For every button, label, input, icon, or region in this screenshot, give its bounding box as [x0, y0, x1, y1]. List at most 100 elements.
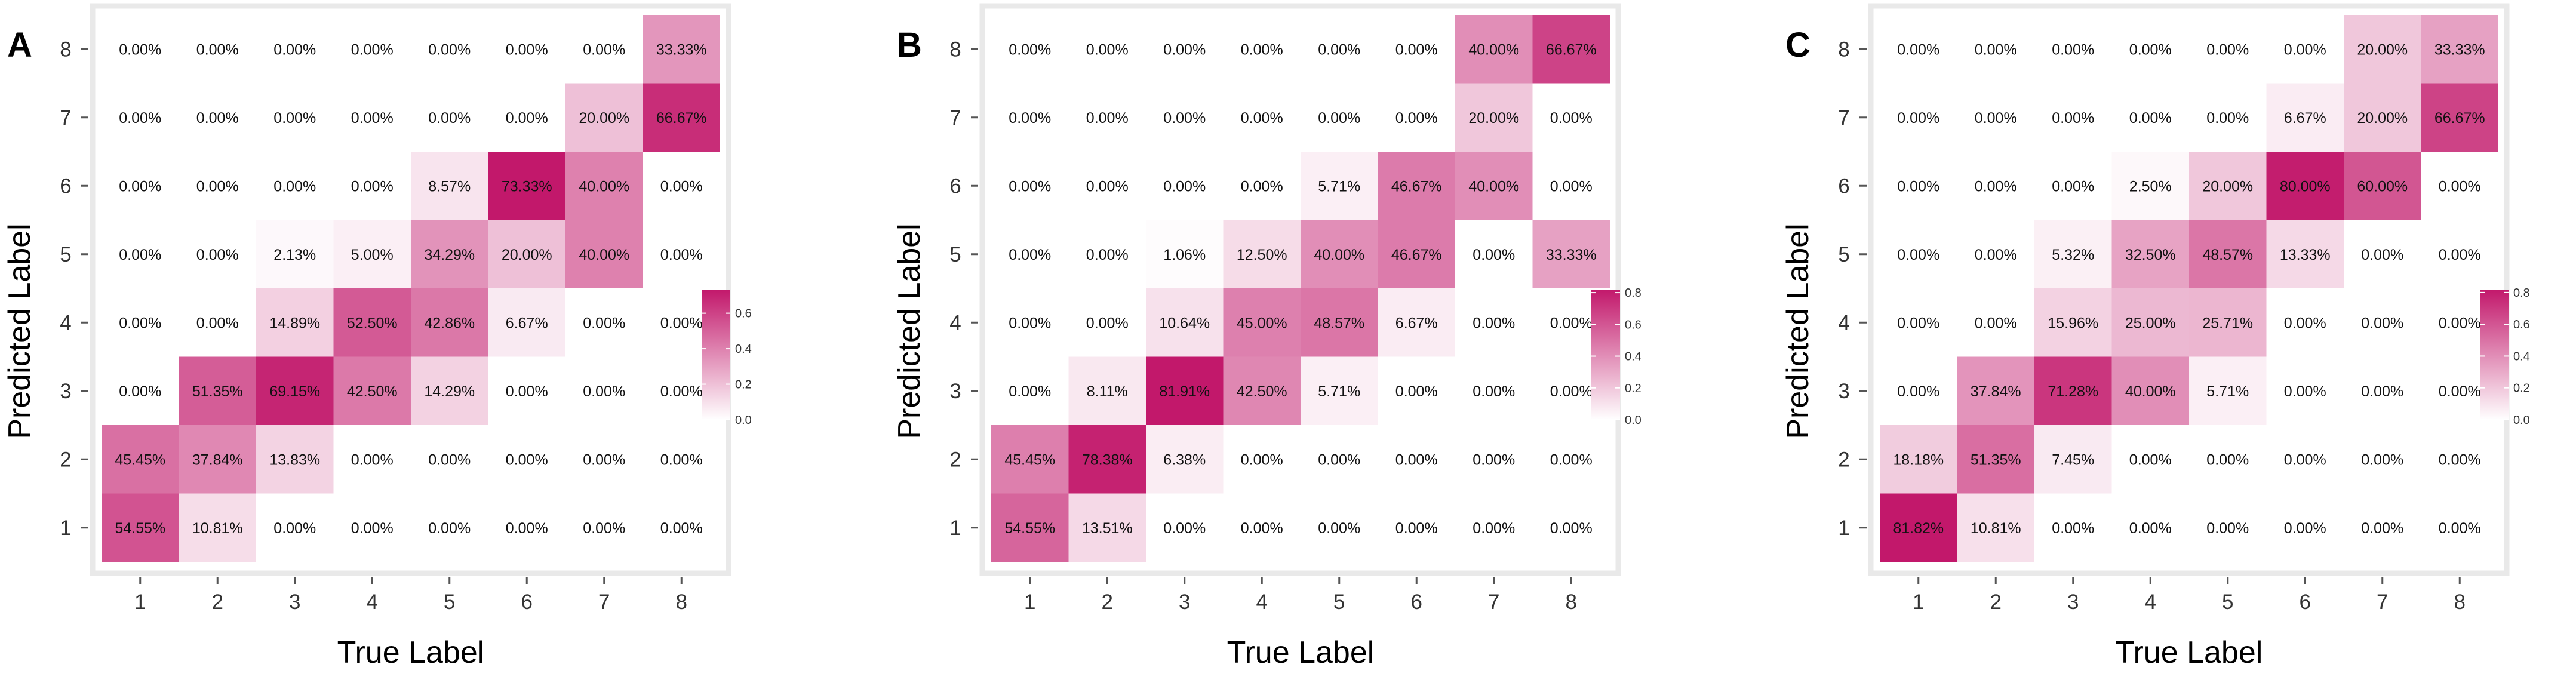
x-tick-label: 8 — [1566, 590, 1577, 614]
y-tick-label: 3 — [1838, 380, 1849, 403]
y-tick-label: 8 — [949, 38, 961, 61]
cell-value-label: 0.00% — [1897, 383, 1939, 400]
heatmap-cell — [1957, 83, 2034, 152]
heatmap-cell — [2189, 152, 2267, 220]
cell-value-label: 0.00% — [2284, 520, 2326, 537]
colorbar — [1591, 290, 1620, 420]
heatmap-cell — [1301, 493, 1378, 562]
cell-value-label: 0.00% — [2129, 451, 2172, 468]
cell-value-label: 0.00% — [1550, 383, 1593, 400]
x-tick-label: 6 — [2300, 590, 2311, 614]
cell-value-label: 0.00% — [2361, 520, 2403, 537]
heatmap-cell — [256, 493, 334, 562]
heatmap-cell — [2266, 15, 2344, 84]
cell-value-label: 0.00% — [1318, 520, 1360, 537]
cell-value-label: 0.00% — [583, 383, 625, 400]
cell-value-label: 0.00% — [273, 520, 316, 537]
cell-value-label: 0.00% — [583, 520, 625, 537]
colorbar-tick-label: 0.6 — [735, 307, 752, 321]
x-tick-label: 2 — [1102, 590, 1113, 614]
y-tick-label: 4 — [1838, 311, 1849, 334]
heatmap-cell — [2034, 288, 2112, 357]
heatmap-cell — [991, 288, 1069, 357]
heatmap-cell — [1880, 493, 1957, 562]
heatmap-cell — [991, 493, 1069, 562]
colorbar-tick-label: 0.0 — [2513, 414, 2530, 427]
cell-value-label: 0.00% — [1009, 315, 1051, 331]
cell-value-label: 0.00% — [119, 110, 161, 127]
x-tick-label: 7 — [1488, 590, 1499, 614]
cell-value-label: 0.00% — [2129, 110, 2172, 127]
heatmap-cell — [2034, 83, 2112, 152]
heatmap-cell — [1880, 356, 1957, 425]
cell-value-label: 0.00% — [506, 41, 548, 58]
heatmap-cell — [991, 220, 1069, 288]
heatmap-cell — [1068, 356, 1146, 425]
colorbar-tick-label: 0.6 — [1625, 318, 1641, 331]
cell-value-label: 0.00% — [2439, 383, 2481, 400]
cell-value-label: 0.00% — [1395, 451, 1438, 468]
cell-value-label: 10.81% — [192, 520, 243, 537]
heatmap-cell — [2421, 493, 2498, 562]
cell-value-label: 10.81% — [1971, 520, 2021, 537]
heatmap-cell — [2034, 493, 2112, 562]
heatmap-cell — [333, 356, 411, 425]
cell-value-label: 0.00% — [2284, 383, 2326, 400]
cell-value-label: 2.50% — [2129, 178, 2172, 195]
heatmap-cell — [1301, 356, 1378, 425]
cell-value-label: 0.00% — [196, 41, 239, 58]
heatmap-cell — [102, 152, 179, 220]
heatmap-cell — [2344, 83, 2421, 152]
heatmap-cell — [1455, 288, 1533, 357]
cell-value-label: 0.00% — [2439, 451, 2481, 468]
cell-value-label: 78.38% — [1082, 451, 1133, 468]
heatmap-cell — [256, 288, 334, 357]
cell-value-label: 20.00% — [502, 247, 552, 263]
cell-value-label: 10.64% — [1159, 315, 1210, 331]
heatmap-cell — [1957, 220, 2034, 288]
colorbar-tick-label: 0.4 — [2513, 350, 2530, 363]
heatmap-cell — [1146, 288, 1224, 357]
x-tick-label: 2 — [1990, 590, 2002, 614]
heatmap-cell — [1146, 356, 1224, 425]
cell-value-label: 32.50% — [2125, 247, 2176, 263]
heatmap-cell — [1068, 83, 1146, 152]
heatmap-cell — [2189, 356, 2267, 425]
cell-value-label: 0.00% — [119, 315, 161, 331]
heatmap-cell — [1301, 220, 1378, 288]
cell-value-label: 46.67% — [1391, 247, 1442, 263]
cell-value-label: 54.55% — [1004, 520, 1055, 537]
heatmap-cell — [2111, 493, 2189, 562]
heatmap-cell — [2111, 220, 2189, 288]
cell-value-label: 0.00% — [1473, 451, 1515, 468]
cell-value-label: 0.00% — [660, 315, 703, 331]
cell-value-label: 0.00% — [1009, 110, 1051, 127]
heatmap-cell — [1301, 15, 1378, 84]
heatmap-cell — [1146, 220, 1224, 288]
cell-value-label: 0.00% — [583, 315, 625, 331]
cell-value-label: 0.00% — [1550, 110, 1593, 127]
cell-value-label: 0.00% — [1975, 247, 2017, 263]
heatmap-cell — [1068, 425, 1146, 494]
y-tick-label: 1 — [949, 516, 961, 540]
y-axis-title: Predicted Label — [2, 223, 37, 439]
heatmap-cell — [1223, 83, 1301, 152]
x-tick-label: 5 — [1333, 590, 1345, 614]
cell-value-label: 69.15% — [269, 383, 320, 400]
colorbar-tick-label: 0.4 — [1625, 350, 1641, 364]
heatmap-cell — [179, 425, 256, 494]
cell-value-label: 0.00% — [2439, 178, 2481, 195]
heatmap-cell — [2266, 83, 2344, 152]
cell-value-label: 14.89% — [269, 315, 320, 331]
heatmap-cell — [1532, 220, 1610, 288]
cell-value-label: 0.00% — [2284, 315, 2326, 331]
heatmap-cell — [411, 152, 488, 220]
cell-value-label: 20.00% — [2357, 110, 2408, 127]
cell-value-label: 0.00% — [1897, 178, 1939, 195]
cell-value-label: 20.00% — [2357, 41, 2408, 58]
heatmap-cell — [1223, 493, 1301, 562]
x-tick-label: 1 — [1913, 590, 1924, 614]
cell-value-label: 6.67% — [1395, 315, 1438, 331]
cell-value-label: 0.00% — [2052, 520, 2094, 537]
heatmap-cell — [333, 15, 411, 84]
